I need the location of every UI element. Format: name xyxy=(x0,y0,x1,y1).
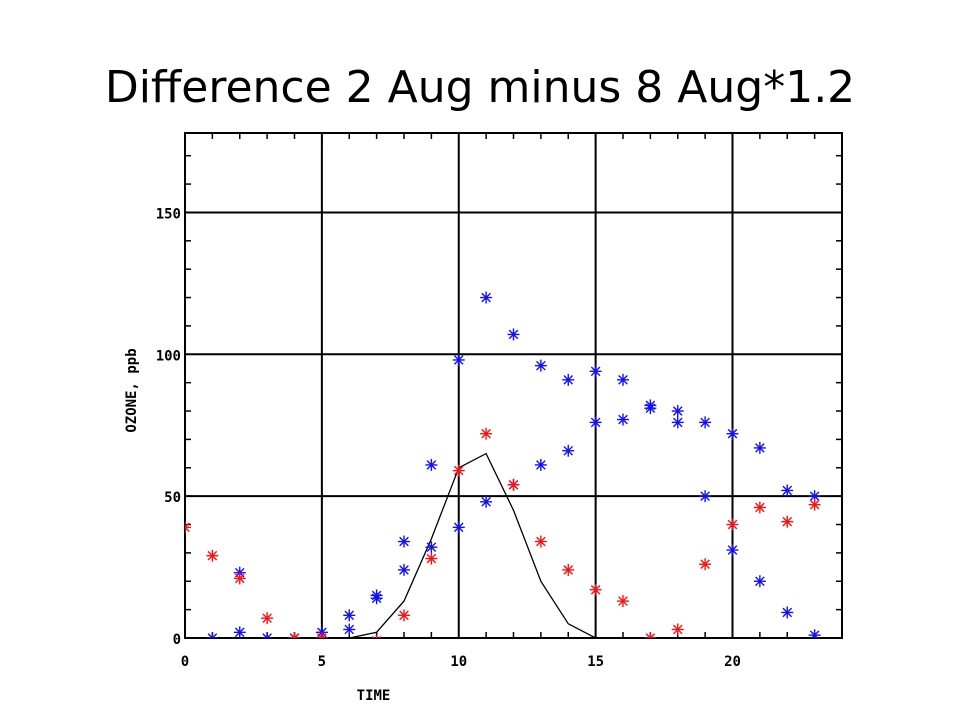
point-red xyxy=(398,609,410,622)
y-tick-label: 100 xyxy=(156,348,181,364)
point-blue xyxy=(589,365,602,378)
point-blue xyxy=(370,589,383,602)
point-blue xyxy=(206,632,219,638)
point-red xyxy=(206,549,219,562)
point-blue xyxy=(534,458,547,471)
point-red xyxy=(288,632,301,638)
point-blue xyxy=(562,373,575,386)
point-blue xyxy=(343,623,356,636)
point-red xyxy=(726,518,739,531)
point-blue xyxy=(617,373,629,386)
point-red xyxy=(617,595,629,608)
point-blue xyxy=(425,458,438,471)
chart-grid xyxy=(185,133,842,638)
point-blue xyxy=(699,416,712,429)
point-red xyxy=(781,515,794,528)
point-blue xyxy=(808,629,821,638)
point-red xyxy=(233,572,246,585)
point-blue xyxy=(261,632,274,638)
y-axis-label: OZONE, ppb xyxy=(124,348,140,432)
point-red xyxy=(753,501,766,514)
point-blue xyxy=(617,413,629,426)
point-blue xyxy=(425,541,438,554)
y-tick-label: 0 xyxy=(173,632,181,648)
point-red xyxy=(699,558,712,571)
point-red xyxy=(589,583,602,596)
chart-line-series xyxy=(349,452,610,638)
slide-title: Difference 2 Aug minus 8 Aug*1.2 xyxy=(104,62,856,113)
point-red xyxy=(371,634,382,638)
point-blue xyxy=(753,575,766,588)
point-red xyxy=(562,563,575,576)
x-tick-label: 10 xyxy=(450,654,467,670)
point-red xyxy=(480,427,493,440)
point-red xyxy=(425,552,438,565)
point-blue xyxy=(671,405,684,418)
point-blue xyxy=(480,291,493,304)
point-blue xyxy=(233,626,246,638)
point-blue xyxy=(452,353,465,366)
point-blue xyxy=(589,416,602,429)
point-blue xyxy=(726,544,739,557)
point-blue xyxy=(781,606,794,619)
x-tick-label: 20 xyxy=(724,654,741,670)
point-blue xyxy=(534,359,547,372)
point-blue xyxy=(507,328,520,341)
point-blue xyxy=(480,495,493,508)
point-blue xyxy=(343,609,356,622)
point-red xyxy=(534,535,547,548)
point-blue xyxy=(562,444,575,457)
point-red xyxy=(507,478,520,491)
point-blue xyxy=(753,441,766,454)
point-red xyxy=(185,521,191,534)
point-blue xyxy=(398,563,410,576)
x-axis-label: TIME xyxy=(357,688,391,704)
point-red xyxy=(808,498,821,511)
point-red xyxy=(315,632,328,638)
chart-points xyxy=(185,291,821,638)
point-red xyxy=(644,632,657,638)
point-blue xyxy=(398,535,410,548)
point-blue xyxy=(644,399,657,412)
point-blue xyxy=(781,484,794,497)
x-tick-label: 15 xyxy=(587,654,604,670)
x-tick-label: 5 xyxy=(318,654,326,670)
point-red xyxy=(261,612,274,625)
plot-frame xyxy=(184,132,843,639)
point-blue xyxy=(699,490,712,503)
point-red xyxy=(452,464,465,477)
series-line-black xyxy=(349,452,610,638)
chart-ticks xyxy=(184,133,843,639)
x-tick-label: 0 xyxy=(181,654,189,670)
chart-labels: 0 5 10 15 20 0 50 100 150 TIME OZONE, ppb xyxy=(124,206,741,704)
point-blue xyxy=(671,416,684,429)
y-tick-label: 50 xyxy=(164,490,181,506)
point-blue xyxy=(726,427,739,440)
point-red xyxy=(671,623,684,636)
y-tick-label: 150 xyxy=(156,206,181,222)
chart-frame xyxy=(184,132,843,639)
point-blue xyxy=(452,521,465,534)
